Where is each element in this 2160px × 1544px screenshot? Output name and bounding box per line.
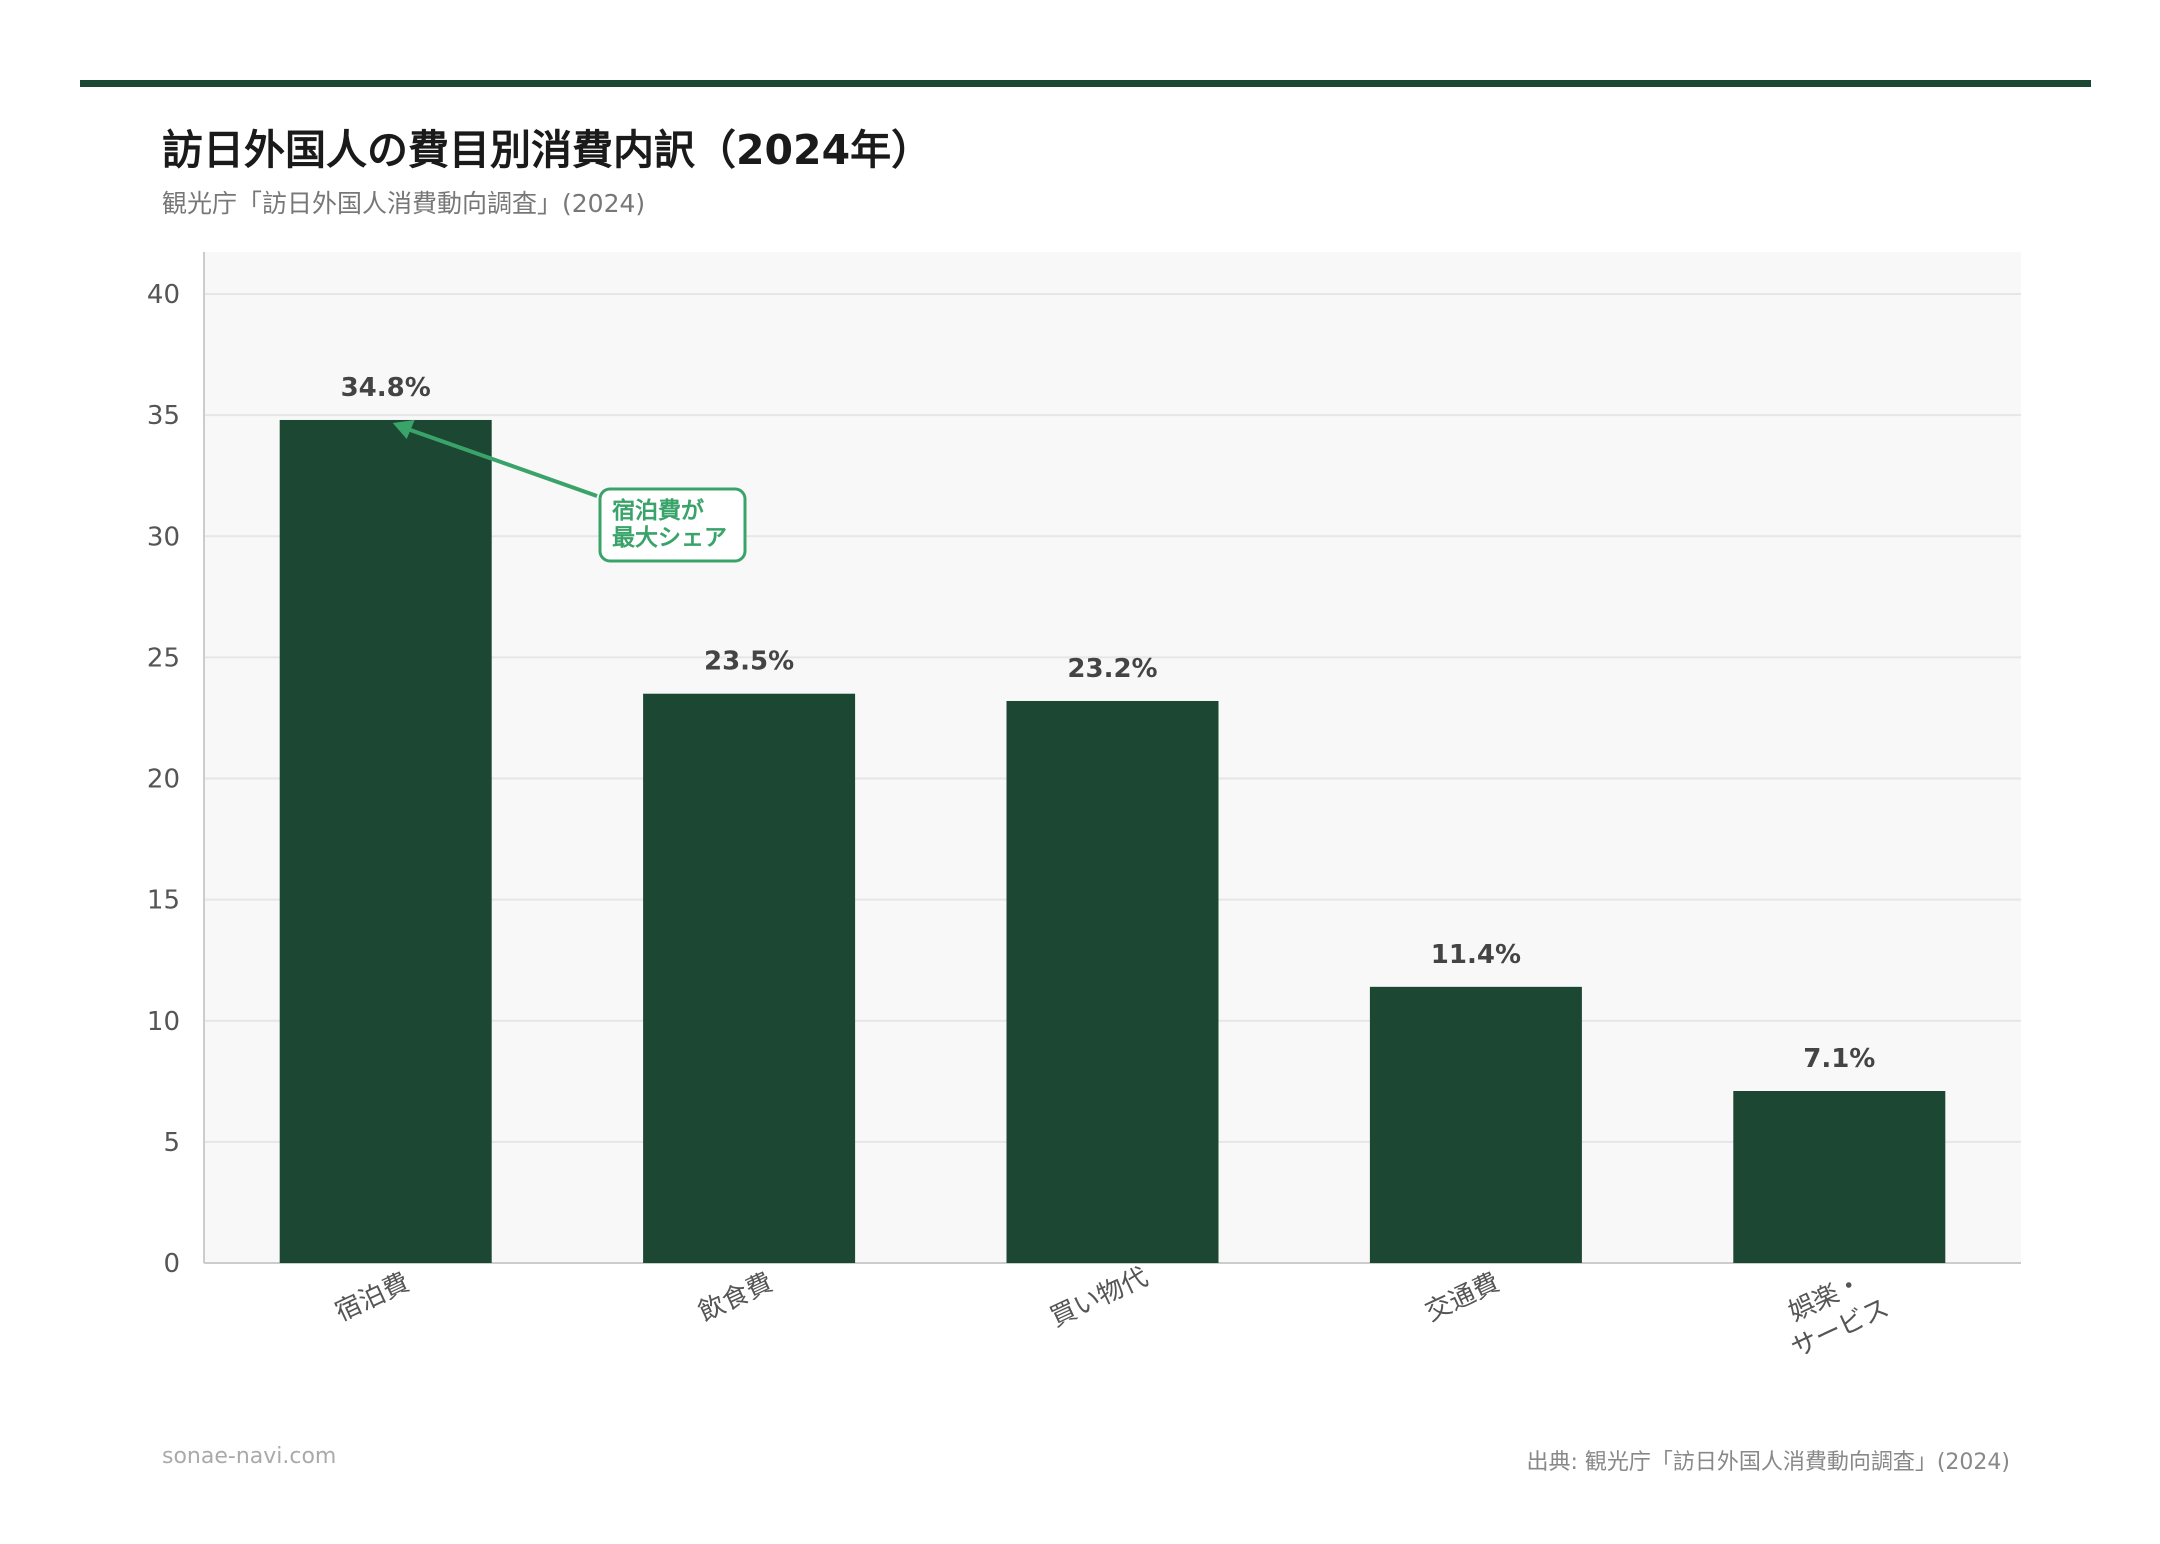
y-tick-label: 5 — [163, 1128, 180, 1158]
data-label: 23.2% — [1067, 654, 1157, 684]
data-label: 11.4% — [1431, 940, 1521, 970]
annotation-arrowhead — [392, 419, 415, 439]
annotation-box — [598, 487, 747, 563]
bar — [643, 693, 856, 1263]
y-tick-label: 20 — [147, 765, 180, 795]
x-tick-label-line: 買い物代 — [1046, 1262, 1153, 1333]
y-tick-label: 25 — [147, 643, 180, 673]
bar — [1369, 986, 1582, 1263]
chart-subtitle: 観光庁「訪日外国人消費動向調査」(2024) — [162, 189, 646, 218]
bar — [1006, 700, 1219, 1263]
y-tick-label: 15 — [147, 886, 180, 916]
y-axis-ticks: 0 5 10 15 20 25 30 35 40 — [147, 280, 180, 1279]
data-labels: 34.8% 23.5% 23.2% 11.4% 7.1% — [341, 373, 1876, 1074]
bars — [279, 419, 1946, 1264]
x-axis-labels: 宿泊費 飲食費 買い物代 交通費 娯楽・サービス — [331, 1262, 1894, 1364]
top-accent-bar — [80, 80, 2091, 87]
annotation-text: 最大シェア — [612, 525, 727, 551]
x-tick-label: 宿泊費 — [331, 1268, 414, 1328]
annotation-arrow-line — [404, 426, 598, 498]
bar — [279, 419, 492, 1264]
x-tick-label: 飲食費 — [694, 1268, 777, 1328]
y-tick-label: 35 — [147, 401, 180, 431]
y-tick-label: 10 — [147, 1007, 180, 1037]
data-label: 34.8% — [341, 373, 431, 403]
chart-title: 訪日外国人の費目別消費内訳（2024年） — [162, 126, 933, 174]
x-tick-label: 娯楽・サービス — [1772, 1262, 1893, 1364]
bar — [1733, 1091, 1946, 1263]
y-tick-label: 30 — [147, 522, 180, 552]
annotation-text: 宿泊費が — [612, 497, 704, 524]
data-label: 7.1% — [1803, 1044, 1875, 1074]
x-tick-label: 交通費 — [1421, 1268, 1504, 1328]
x-tick-label-line: 飲食費 — [694, 1268, 777, 1328]
x-tick-label: 買い物代 — [1046, 1262, 1153, 1333]
y-tick-label: 0 — [163, 1249, 180, 1279]
site-credit: sonae-navi.com — [162, 1444, 337, 1469]
x-tick-label-line: 宿泊費 — [331, 1268, 414, 1328]
y-tick-label: 40 — [147, 280, 180, 310]
data-label: 23.5% — [704, 647, 794, 677]
source-note: 出典: 観光庁「訪日外国人消費動向調査」(2024) — [1526, 1450, 2010, 1475]
x-tick-label-line: 交通費 — [1421, 1268, 1504, 1328]
